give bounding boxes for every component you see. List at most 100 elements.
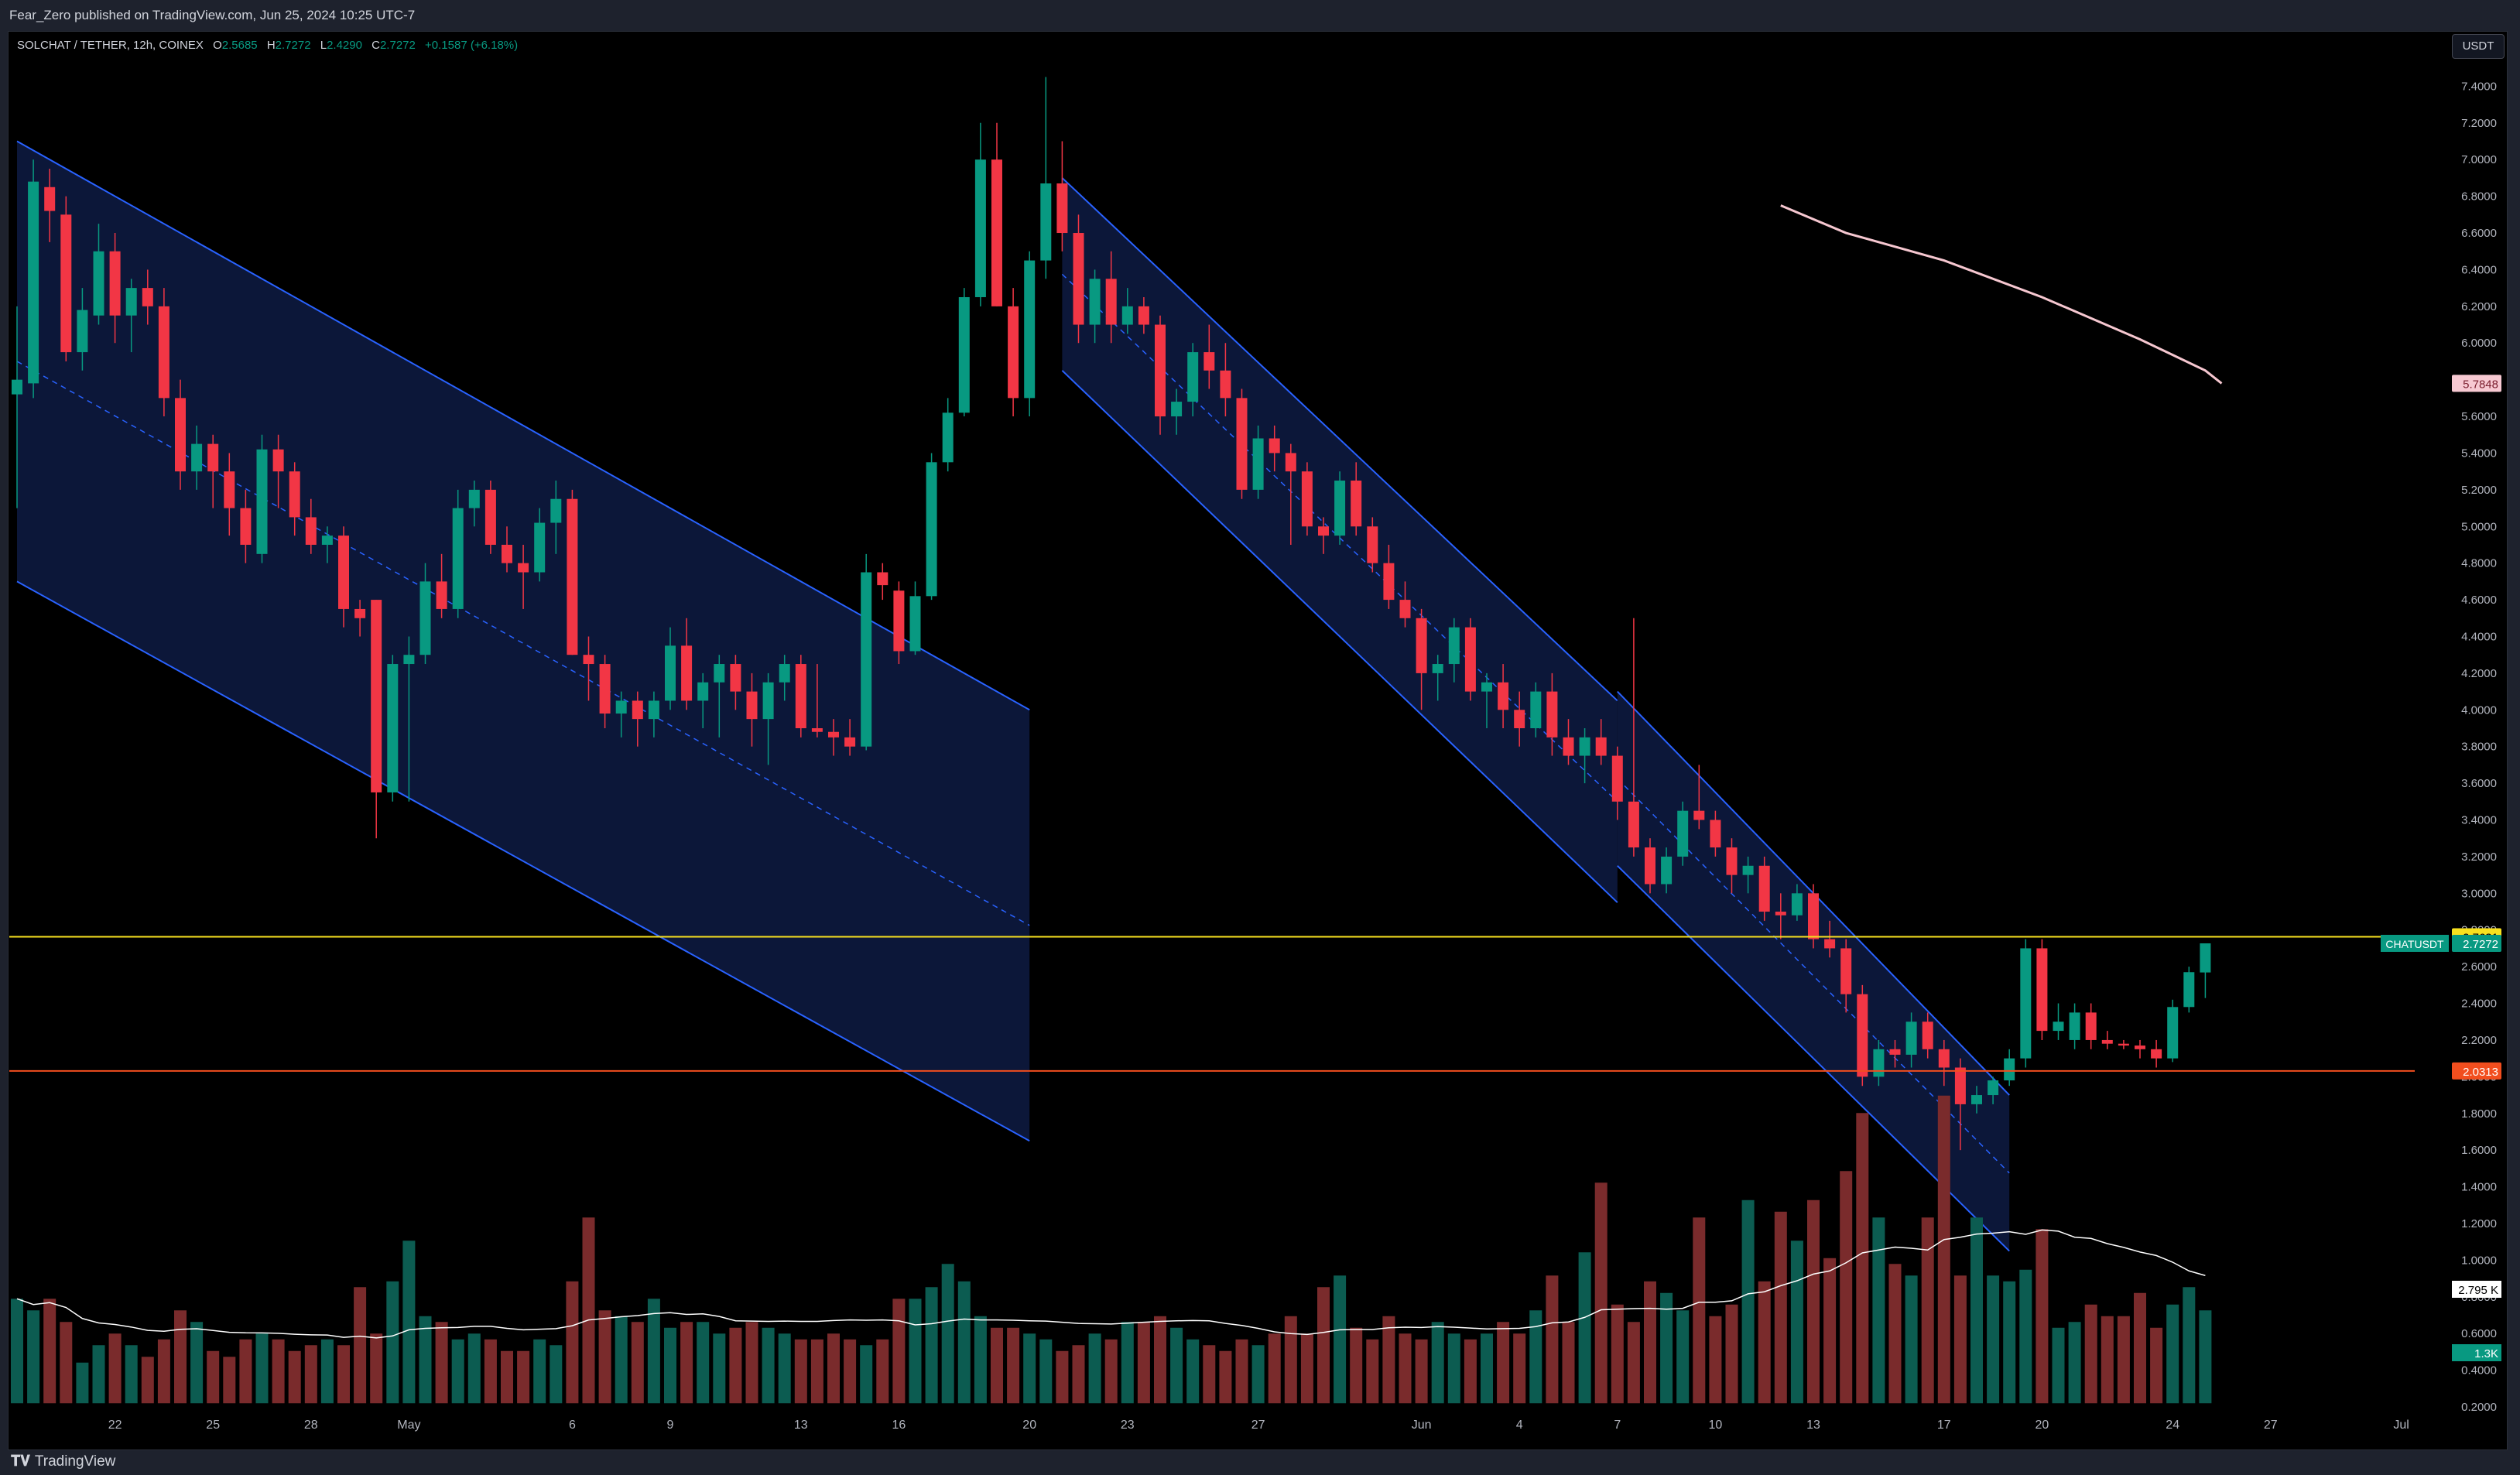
volume-bar [402,1241,415,1403]
volume-bar [664,1328,676,1404]
candle-body [1302,471,1313,526]
time-tick-label: 28 [304,1419,318,1432]
time-tick-label: 24 [2166,1419,2179,1432]
candle-body [1530,692,1541,728]
volume-bar [484,1340,497,1404]
candle-body [1253,438,1264,489]
candle-body [1237,398,1248,490]
volume-bar [713,1333,725,1403]
price-tick-label: 5.2000 [2461,484,2497,497]
volume-bar [2166,1305,2179,1404]
candle-body [1187,352,1198,402]
candle-body [224,471,235,508]
footer-bar: 𝐓𝐕 TradingView [0,1450,2520,1475]
volume-bar [337,1345,350,1403]
candle-body [747,692,758,720]
volume-bar [1073,1345,1085,1403]
volume-bar [1987,1275,1999,1403]
low-label: L [320,39,327,52]
candle-body [1465,628,1476,692]
candle-body [1775,912,1786,915]
volume-bar [1448,1333,1460,1403]
volume-layer [11,1096,2211,1404]
price-tick-label: 3.0000 [2461,887,2497,900]
candle-body [371,600,382,792]
tradingview-brand[interactable]: 𝐓𝐕 TradingView [11,1453,115,1470]
price-tick-label: 2.2000 [2461,1034,2497,1047]
time-tick-label: Jul [2393,1419,2409,1432]
volume-bar [501,1351,513,1404]
volume-bar [583,1217,595,1403]
candle-body [207,444,218,472]
volume-bar [289,1351,301,1404]
time-tick-label: 22 [108,1419,122,1432]
candle-body [910,596,921,651]
volume-bar [1481,1333,1493,1403]
volume-bar [974,1316,987,1404]
candle-body [714,664,724,683]
volume-bar [1007,1328,1019,1404]
volume-bar [1317,1287,1330,1403]
candle-body [1693,811,1704,820]
candle-body [273,450,284,471]
candle-body [1792,893,1803,915]
price-tick-label: 4.8000 [2461,557,2497,570]
volume-bar [811,1340,823,1404]
candle-body [567,499,577,655]
candle-body [534,523,545,573]
volume-bar [1856,1113,1868,1403]
volume-bar [1219,1351,1231,1404]
price-tick-label: 3.6000 [2461,777,2497,790]
candle-body [1661,857,1672,885]
candle-body [1220,371,1231,399]
time-tick-label: 4 [1516,1419,1523,1432]
candle-body [1563,738,1574,756]
volume-bar [2199,1310,2211,1403]
candle-body [1334,481,1345,536]
volume-bar [892,1299,905,1403]
candle-body [1171,402,1182,416]
volume-bar [1726,1305,1738,1404]
candle-body [2086,1012,2097,1040]
candle-body [1727,847,1738,875]
time-tick-label: 6 [569,1419,576,1432]
channel-fill-2 [1618,692,2009,1251]
price-tick-label: 3.4000 [2461,814,2497,827]
volume-bar [1954,1275,1967,1403]
time-tick-label: 27 [1251,1419,1265,1432]
price-tick-label: 0.6000 [2461,1327,2497,1340]
time-tick-label: 13 [1806,1419,1820,1432]
high-label: H [267,39,276,52]
price-tick-label: 0.2000 [2461,1401,2497,1414]
volume-bar [1203,1345,1215,1403]
candle-body [1873,1049,1884,1077]
candle-body [812,728,823,732]
volume-bar [1252,1345,1265,1403]
time-tick-label: 16 [892,1419,906,1432]
volume-bar [1693,1217,1705,1403]
volume-bar [223,1357,235,1403]
candle-body [191,444,202,472]
volume-badge: 1.3K [2474,1347,2498,1360]
time-axis: 22 25 28 May 6 9 13 16 20 23 27 Jun 4 7 10 13 17 20 24 27 Ju… [108,1419,2409,1432]
support-price-label: 2.0313 [2463,1066,2498,1079]
volume-bar [860,1345,872,1403]
candle-body [2135,1046,2145,1049]
candle-body [1122,306,1133,325]
volume-bar [1889,1264,1902,1403]
symbol-title: SOLCHAT / TETHER, 12h, COINEX [17,39,204,52]
volume-bar [1023,1333,1036,1403]
candle-body [142,288,153,306]
candle-body [1106,279,1117,324]
volume-ma-label: 2.795 K [2458,1284,2498,1297]
volume-bar [2118,1316,2130,1404]
volume-bar [370,1333,382,1403]
candle-body [991,159,1002,306]
currency-button[interactable]: USDT [2452,34,2505,59]
volume-bar [1611,1305,1624,1404]
volume-bar [1758,1282,1771,1404]
volume-bar [1186,1340,1199,1404]
volume-bar [2085,1305,2097,1404]
candle-body [1024,261,1035,399]
